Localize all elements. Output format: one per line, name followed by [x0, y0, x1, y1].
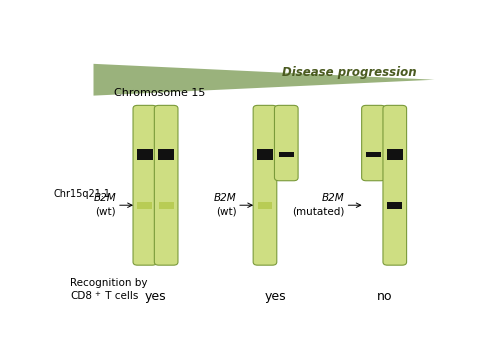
Bar: [278, 152, 294, 157]
Text: Chromosome 15: Chromosome 15: [114, 88, 205, 98]
Bar: [388, 202, 402, 209]
Text: B2M: B2M: [94, 193, 116, 203]
Text: no: no: [376, 290, 392, 303]
Text: Chr15q21.1: Chr15q21.1: [54, 189, 110, 199]
Text: yes: yes: [144, 290, 167, 303]
FancyBboxPatch shape: [154, 105, 178, 265]
Bar: [257, 149, 272, 160]
Text: B2M: B2M: [322, 193, 345, 203]
FancyBboxPatch shape: [383, 105, 406, 265]
Text: CD8: CD8: [70, 291, 92, 301]
Text: (wt): (wt): [96, 206, 116, 216]
Bar: [159, 202, 174, 209]
Text: (mutated): (mutated): [292, 206, 345, 216]
Polygon shape: [94, 64, 434, 96]
FancyBboxPatch shape: [274, 105, 298, 181]
Text: Disease progression: Disease progression: [282, 66, 416, 79]
Bar: [258, 202, 272, 209]
Text: yes: yes: [265, 290, 286, 303]
Text: Recognition by: Recognition by: [70, 278, 148, 288]
FancyBboxPatch shape: [133, 105, 156, 265]
Bar: [366, 152, 381, 157]
Bar: [138, 202, 152, 209]
Text: (wt): (wt): [216, 206, 236, 216]
Bar: [137, 149, 152, 160]
FancyBboxPatch shape: [362, 105, 386, 181]
Text: T cells: T cells: [102, 291, 139, 301]
Text: B2M: B2M: [214, 193, 236, 203]
Text: +: +: [94, 291, 100, 297]
Bar: [387, 149, 402, 160]
Bar: [158, 149, 174, 160]
FancyBboxPatch shape: [253, 105, 277, 265]
